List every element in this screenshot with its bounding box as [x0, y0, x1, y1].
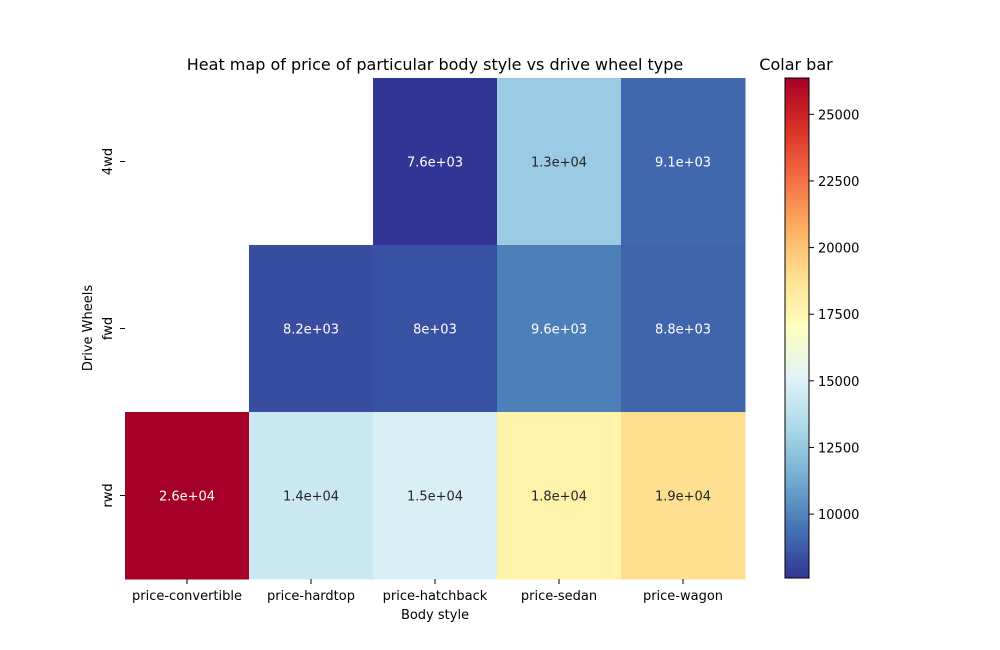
colorbar-ticks: 10000 12500 15000 17500 20000 22500 25000	[809, 108, 859, 523]
heatmap-cell	[373, 245, 498, 413]
y-tick-label: rwd	[101, 483, 116, 507]
cell-value-label: 8.8e+03	[655, 323, 711, 338]
colorbar-title: Colar bar	[759, 55, 833, 74]
cell-value-label: 1.8e+04	[531, 490, 587, 505]
cell-value-label: 1.4e+04	[283, 490, 339, 505]
colorbar-tick-label: 25000	[818, 108, 859, 123]
x-axis: price-convertible price-hardtop price-hatc…	[132, 579, 723, 604]
heatmap-cell	[125, 412, 250, 580]
cell-value-label: 8e+03	[413, 323, 457, 338]
heatmap-cell	[621, 245, 746, 413]
heatmap-cell	[621, 412, 746, 580]
chart-title: Heat map of price of particular body sty…	[187, 55, 683, 74]
x-tick-label: price-wagon	[643, 589, 723, 604]
x-axis-label: Body style	[401, 608, 469, 623]
cell-value-label: 7.6e+03	[407, 156, 463, 171]
heatmap-cell	[497, 245, 622, 413]
colorbar-tick-label: 10000	[818, 508, 859, 523]
heatmap-cell	[621, 78, 746, 246]
colorbar-tick-label: 15000	[818, 375, 859, 390]
heatmap-cells: 7.6e+03 1.3e+04 9.1e+03 8.2e+03 8e+03 9.6e+03…	[125, 78, 746, 580]
cell-value-label: 8.2e+03	[283, 323, 339, 338]
cell-value-label: 1.3e+04	[531, 156, 587, 171]
colorbar-tick-label: 22500	[818, 175, 859, 190]
cell-value-label: 1.9e+04	[655, 490, 711, 505]
colorbar-tick-label: 20000	[818, 242, 859, 257]
cell-value-label: 9.1e+03	[655, 156, 711, 171]
y-axis-label: Drive Wheels	[81, 285, 96, 371]
heatmap-cell	[373, 78, 498, 246]
cell-value-label: 2.6e+04	[159, 490, 215, 505]
heatmap-cell	[373, 412, 498, 580]
colorbar	[784, 77, 810, 579]
heatmap-cell	[497, 78, 622, 246]
x-tick-label: price-sedan	[521, 589, 597, 604]
colorbar-tick-label: 17500	[818, 308, 859, 323]
cell-value-label: 9.6e+03	[531, 323, 587, 338]
y-axis: 4wd fwd rwd	[101, 148, 125, 508]
y-tick-label: 4wd	[101, 148, 116, 175]
colorbar-tick-label: 12500	[818, 441, 859, 456]
x-tick-label: price-hardtop	[267, 589, 355, 604]
cell-value-label: 1.5e+04	[407, 490, 463, 505]
y-tick-label: fwd	[101, 317, 116, 340]
heatmap-cell	[249, 245, 374, 413]
heatmap-cell	[497, 412, 622, 580]
x-tick-label: price-convertible	[132, 589, 242, 604]
heatmap-cell	[249, 412, 374, 580]
x-tick-label: price-hatchback	[383, 589, 488, 604]
